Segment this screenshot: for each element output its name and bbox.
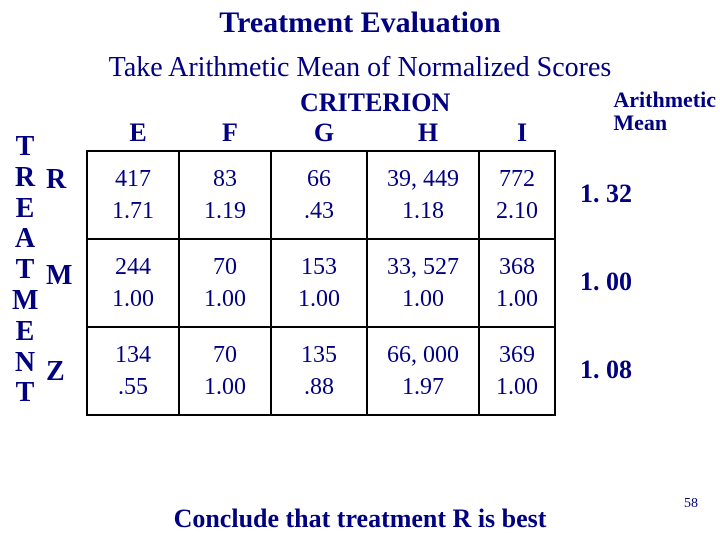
cell-norm: 2.10 [496,198,538,224]
data-table: 4171.71 831.19 66.43 39, 4491.18 7722.10… [86,150,556,416]
column-headers: E F G H I [92,118,560,148]
cell-raw: 83 [213,166,237,192]
cell: 39, 449 1.18 [367,151,479,239]
cell-norm: 1.71 [112,198,154,224]
cell-norm: .55 [118,374,148,400]
cell: 701.00 [179,327,271,415]
side-label-char: T [12,378,38,409]
side-label-char: E [12,194,38,225]
criterion-heading: CRITERION [300,88,450,118]
conclusion-text: Conclude that treatment R is best [0,504,720,534]
cell-norm: 1.00 [402,286,444,312]
cell: 831.19 [179,151,271,239]
col-header-G: G [276,118,372,148]
cell-norm: 1.00 [112,286,154,312]
cell-raw: 39, 449 [387,166,459,192]
table-row: 2441.00 701.00 1531.00 33, 5271.00 3681.… [87,239,555,327]
cell: 701.00 [179,239,271,327]
cell-norm: 1.18 [402,198,444,224]
cell-raw: 134 [115,342,151,368]
side-label-char: T [12,255,38,286]
row-label-R: R [46,132,72,228]
cell-raw: 135 [301,342,337,368]
arithmetic-mean-label: Arithmetic Mean [613,88,716,134]
row-label-M: M [46,228,72,324]
side-label-char: E [12,317,38,348]
page-subtitle: Take Arithmetic Mean of Normalized Score… [0,40,720,84]
cell-raw: 244 [115,254,151,280]
col-header-I: I [484,118,560,148]
cell: 66.43 [271,151,367,239]
cell: 369 1.00 [479,327,555,415]
table-row: 134.55 701.00 135.88 66, 0001.97 3691.00 [87,327,555,415]
cell: 134.55 [87,327,179,415]
page-title: Treatment Evaluation [0,0,720,40]
side-label-char: N [12,348,38,379]
cell-raw: 66 [307,166,331,192]
cell: 772 2.10 [479,151,555,239]
arithmetic-mean-values: 1. 32 1. 00 1. 08 [580,150,632,414]
am-value-Z: 1. 08 [580,326,632,414]
cell-raw: 369 [499,342,535,368]
cell: 368 1.00 [479,239,555,327]
cell-raw: 153 [301,254,337,280]
row-labels: R M Z [46,132,72,420]
cell-raw: 417 [115,166,151,192]
side-label-char: M [12,286,38,317]
side-label-char: R [12,163,38,194]
cell-raw: 33, 527 [387,254,459,280]
table-row: 4171.71 831.19 66.43 39, 4491.18 7722.10 [87,151,555,239]
treatment-vertical-label: TREATMENT [12,132,38,409]
cell-raw: 772 [499,166,535,192]
side-label-char: A [12,224,38,255]
cell: 153 1.00 [271,239,367,327]
cell: 244 1.00 [87,239,179,327]
am-value-R: 1. 32 [580,150,632,238]
cell: 417 1.71 [87,151,179,239]
am-value-M: 1. 00 [580,238,632,326]
am-label-line1: Arithmetic [613,87,716,112]
am-label-line2: Mean [613,110,667,135]
cell-raw: 66, 000 [387,342,459,368]
cell-norm: 1.97 [402,374,444,400]
cell: 33, 527 1.00 [367,239,479,327]
cell-raw: 70 [213,342,237,368]
cell: 66, 000 1.97 [367,327,479,415]
col-header-H: H [372,118,484,148]
cell: 135.88 [271,327,367,415]
cell-norm: 1.00 [204,374,246,400]
col-header-F: F [184,118,276,148]
cell-norm: .43 [304,198,334,224]
cell-norm: 1.00 [204,286,246,312]
cell-norm: 1.00 [496,374,538,400]
cell-norm: 1.00 [298,286,340,312]
col-header-E: E [92,118,184,148]
cell-raw: 70 [213,254,237,280]
cell-norm: 1.19 [204,198,246,224]
row-label-Z: Z [46,324,72,420]
cell-raw: 368 [499,254,535,280]
side-label-char: T [12,132,38,163]
cell-norm: .88 [304,374,334,400]
cell-norm: 1.00 [496,286,538,312]
